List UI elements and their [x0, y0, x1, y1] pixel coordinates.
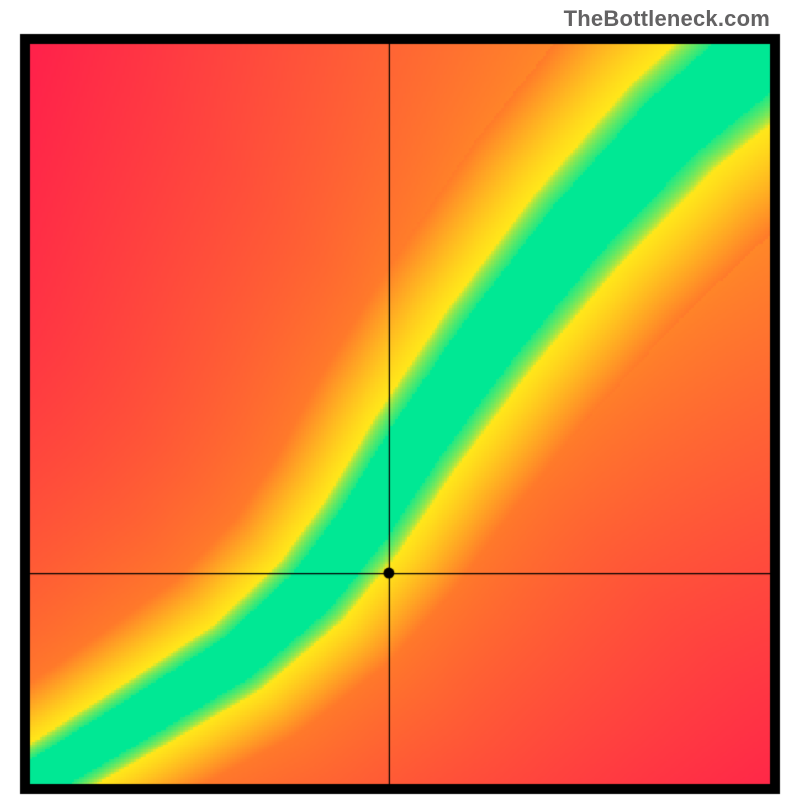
heatmap-canvas [0, 0, 800, 800]
attribution-text: TheBottleneck.com [564, 6, 770, 32]
